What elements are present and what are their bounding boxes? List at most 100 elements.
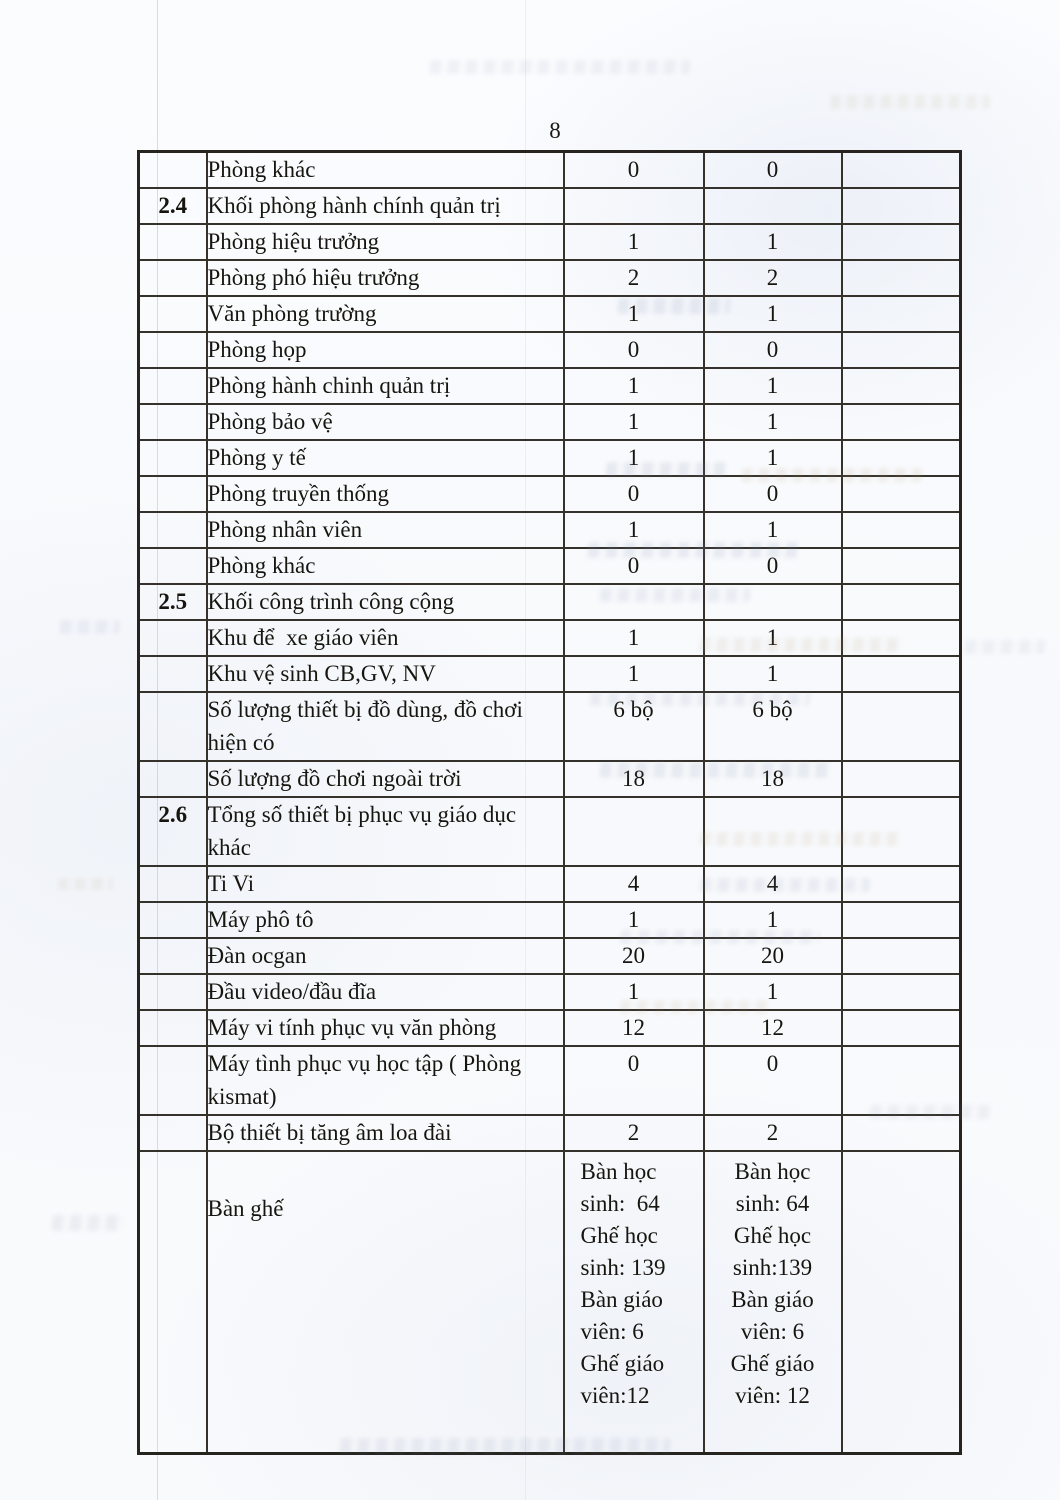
- value-col2-cell: 1: [702, 403, 843, 441]
- table-row: Phòng hiệu trưởng 1 1: [137, 223, 962, 261]
- bleed-through-artifact: [51, 1215, 125, 1231]
- note-cell: [840, 259, 962, 297]
- note-cell: [840, 901, 962, 939]
- row-number-cell: [137, 331, 208, 369]
- value-col1-cell: 1: [562, 973, 705, 1011]
- page-number: 8: [549, 118, 561, 143]
- value-col1-cell: 1: [562, 439, 705, 477]
- table-row: Phòng họp 0 0: [137, 331, 962, 369]
- bleed-through-artifact: [57, 878, 114, 890]
- value-col2-cell: 1: [702, 511, 843, 549]
- value-line: viên: 6: [740, 1319, 805, 1344]
- note-cell: [840, 295, 962, 333]
- bleed-through-artifact: [619, 930, 821, 944]
- row-number-cell: [137, 619, 208, 657]
- note-cell: [840, 760, 962, 798]
- row-number-cell: 2.6: [137, 796, 208, 867]
- value-col2-cell: 20: [702, 937, 843, 975]
- value-col1-cell: 12: [562, 1009, 705, 1047]
- note-cell: [840, 439, 962, 477]
- table-row: Bộ thiết bị tăng âm loa đài 2 2: [137, 1114, 962, 1152]
- row-number-cell: [137, 403, 208, 441]
- row-number-cell: [137, 1009, 208, 1047]
- value-col2-cell: 0: [702, 475, 843, 513]
- label-line: hiện có: [207, 730, 275, 755]
- table-row: Máy phô tô 1 1: [137, 901, 962, 939]
- value-col2-cell: 1: [702, 973, 843, 1011]
- table-row: Phòng khác 0 0: [137, 547, 962, 585]
- value-col1-cell: 0: [562, 475, 705, 513]
- row-number-cell: [137, 1150, 208, 1455]
- table-row: Phòng nhân viên 1 1: [137, 511, 962, 549]
- row-number-cell: [137, 547, 208, 585]
- value-col1-cell: 1: [562, 367, 705, 405]
- bleed-through-artifact: [429, 60, 691, 74]
- row-label-cell: Đầu video/đầu đĩa: [205, 973, 565, 1011]
- row-number-cell: [137, 901, 208, 939]
- value-col2-cell: 6 bộ: [702, 691, 843, 762]
- row-label-cell: Phòng khác: [205, 547, 565, 585]
- note-cell: [840, 403, 962, 441]
- row-label-cell: Tổng số thiết bị phục vụ giáo dục khác: [205, 796, 565, 867]
- note-cell: [840, 655, 962, 693]
- note-cell: [840, 865, 962, 903]
- value-col2-cell: 0: [702, 150, 843, 189]
- row-label-cell: Phòng truyền thống: [205, 475, 565, 513]
- value-col2-cell: 1: [702, 619, 843, 657]
- table-row: Đầu video/đầu đĩa 1 1: [137, 973, 962, 1011]
- value-col1-cell: 6 bộ: [562, 691, 705, 762]
- row-number-cell: [137, 655, 208, 693]
- value-line: viên:12: [580, 1383, 650, 1408]
- facilities-table: Phòng khác 0 0 2.4 Khối phòng hành chính quả…: [137, 150, 962, 1455]
- value-line: sinh: 64: [580, 1191, 660, 1216]
- table-row: Văn phòng trường 1 1: [137, 295, 962, 333]
- row-number-cell: 2.5: [137, 583, 208, 621]
- bleed-through-artifact: [741, 468, 923, 482]
- row-label-cell: Máy phô tô: [205, 901, 565, 939]
- value-line: Ghế học: [580, 1223, 658, 1248]
- value-col1-cell: 4: [562, 865, 705, 903]
- row-label-cell: Phòng y tế: [205, 439, 565, 477]
- value-col2-cell: 1: [702, 295, 843, 333]
- row-label-cell: Số lượng thiết bị đồ dùng, đồ chơi hiện c…: [205, 691, 565, 762]
- table-row: Số lượng đồ chơi ngoài trời 18 18: [137, 760, 962, 798]
- note-cell: [840, 973, 962, 1011]
- row-number-cell: [137, 1114, 208, 1152]
- bleed-through-artifact: [699, 638, 901, 652]
- row-number-cell: [137, 223, 208, 261]
- note-cell: [840, 796, 962, 867]
- row-label-cell: Phòng phó hiệu trưởng: [205, 259, 565, 297]
- row-label-cell: Đàn ocgan: [205, 937, 565, 975]
- row-label-cell: Máy tình phục vụ học tập ( Phòng kismat): [205, 1045, 565, 1116]
- note-cell: [840, 187, 962, 225]
- note-cell: [840, 583, 962, 621]
- note-cell: [840, 223, 962, 261]
- bleed-through-artifact: [699, 832, 901, 846]
- value-col2-cell: 2: [702, 259, 843, 297]
- note-cell: [840, 1150, 962, 1455]
- value-col2-cell: 1: [702, 223, 843, 261]
- table-row: Ti Vi 4 4: [137, 865, 962, 903]
- value-col1-cell: 0: [562, 547, 705, 585]
- value-col1-cell: [562, 187, 705, 225]
- row-label-cell: Phòng họp: [205, 331, 565, 369]
- note-cell: [840, 475, 962, 513]
- bleed-through-artifact: [869, 1105, 991, 1119]
- row-number-cell: [137, 150, 208, 189]
- value-col1-cell: 18: [562, 760, 705, 798]
- row-number-cell: [137, 1045, 208, 1116]
- value-col1-cell: 2: [562, 1114, 705, 1152]
- row-number-cell: 2.4: [137, 187, 208, 225]
- value-col2-cell: 0: [702, 1045, 843, 1116]
- table-row: Phòng khác 0 0: [137, 150, 962, 189]
- value-col2-cell: [702, 583, 843, 621]
- label-line: khác: [207, 835, 251, 860]
- row-label-cell: Văn phòng trường: [205, 295, 565, 333]
- note-cell: [840, 547, 962, 585]
- row-number-cell: [137, 295, 208, 333]
- row-number-cell: [137, 760, 208, 798]
- value-col1-cell: 2: [562, 259, 705, 297]
- value-col1-cell: 0: [562, 331, 705, 369]
- value-col1-cell: 0: [562, 1045, 705, 1116]
